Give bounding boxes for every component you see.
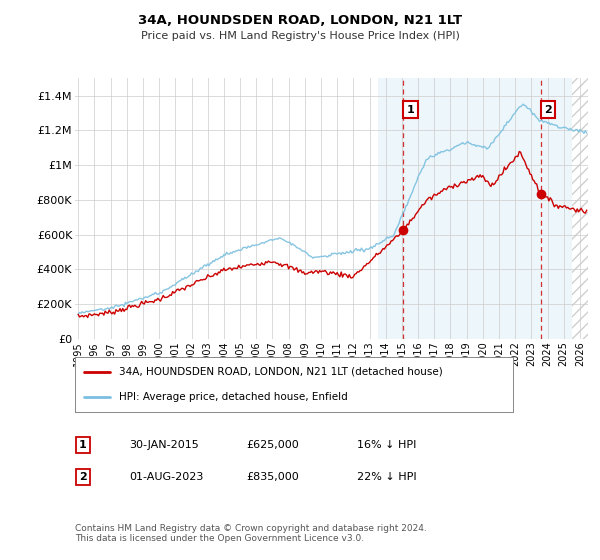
Text: 2: 2 [544, 105, 552, 115]
Text: Contains HM Land Registry data © Crown copyright and database right 2024.
This d: Contains HM Land Registry data © Crown c… [75, 524, 427, 543]
Bar [377, 78, 572, 339]
Text: 1: 1 [79, 440, 86, 450]
Text: 30-JAN-2015: 30-JAN-2015 [129, 440, 199, 450]
Text: 16% ↓ HPI: 16% ↓ HPI [357, 440, 416, 450]
Text: 01-AUG-2023: 01-AUG-2023 [129, 472, 203, 482]
Text: 22% ↓ HPI: 22% ↓ HPI [357, 472, 416, 482]
Text: 34A, HOUNDSDEN ROAD, LONDON, N21 1LT (detached house): 34A, HOUNDSDEN ROAD, LONDON, N21 1LT (de… [119, 367, 443, 376]
Text: Price paid vs. HM Land Registry's House Price Index (HPI): Price paid vs. HM Land Registry's House … [140, 31, 460, 41]
Bar [572, 78, 588, 339]
Text: 1: 1 [406, 105, 414, 115]
Text: 2: 2 [79, 472, 86, 482]
Text: 34A, HOUNDSDEN ROAD, LONDON, N21 1LT: 34A, HOUNDSDEN ROAD, LONDON, N21 1LT [138, 14, 462, 27]
Text: HPI: Average price, detached house, Enfield: HPI: Average price, detached house, Enfi… [119, 392, 347, 402]
Bar [572, 78, 588, 339]
Text: £625,000: £625,000 [246, 440, 299, 450]
Text: £835,000: £835,000 [246, 472, 299, 482]
